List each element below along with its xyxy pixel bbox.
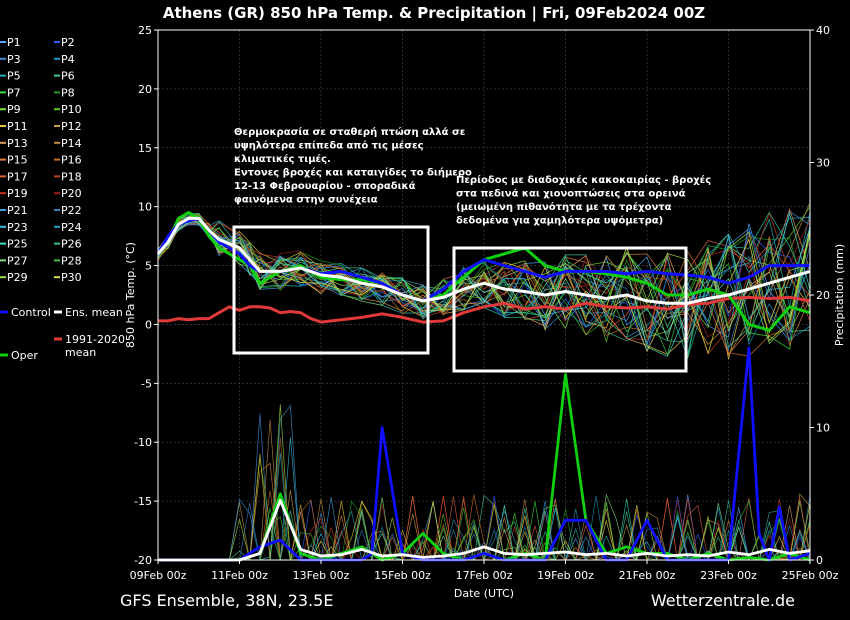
grid xyxy=(157,29,811,561)
legend-label: P28 xyxy=(61,254,82,267)
legend-label: P6 xyxy=(61,70,75,83)
legend-label: P19 xyxy=(7,187,28,200)
x-tick-label: 19Feb 00z xyxy=(537,569,594,582)
legend-label: P2 xyxy=(61,36,75,49)
x-axis-label: Date (UTC) xyxy=(454,587,514,600)
legend-label: P16 xyxy=(61,154,82,167)
annotation-line: φαινόμενα στην συνέχεια xyxy=(234,194,378,206)
legend-label: P18 xyxy=(61,170,82,183)
x-tick-label: 15Feb 00z xyxy=(374,569,431,582)
legend-label: P24 xyxy=(61,221,82,234)
legend-label: P17 xyxy=(7,170,28,183)
legend-label: P21 xyxy=(7,204,28,217)
legend-label: P20 xyxy=(61,187,82,200)
annotation-line: κλιματικές τιμές. xyxy=(234,153,331,165)
legend-label: P13 xyxy=(7,137,28,150)
series-line-oper xyxy=(156,211,811,332)
x-tick-label: 11Feb 00z xyxy=(211,569,268,582)
annotation-line: (μειωμένη πιθανότητα με τα τρέχοντα xyxy=(456,201,672,213)
y-tick-label: -10 xyxy=(134,436,152,449)
legend-label: P25 xyxy=(7,238,28,251)
y-right-tick-label: 30 xyxy=(816,157,830,170)
y-right-tick-label: 10 xyxy=(816,422,830,435)
legend-label: P30 xyxy=(61,271,82,284)
legend-label: P23 xyxy=(7,221,28,234)
series-line-ens-mean xyxy=(156,216,811,305)
footer-source: GFS Ensemble, 38N, 23.5E xyxy=(120,591,333,610)
legend-label: P10 xyxy=(61,103,82,116)
y-axis-label: 850 hPa Temp. (°C) xyxy=(124,242,137,348)
legend-label: P7 xyxy=(7,86,21,99)
x-tick-label: 17Feb 00z xyxy=(456,569,513,582)
x-tick-label: 13Feb 00z xyxy=(293,569,350,582)
legend-label: P3 xyxy=(7,53,21,66)
annotation-box-2 xyxy=(452,246,688,373)
y-tick-label: 0 xyxy=(145,318,152,331)
legend-label: P22 xyxy=(61,204,82,217)
x-tick-label: 25Feb 00z xyxy=(782,569,839,582)
series-line-control xyxy=(156,216,810,303)
main-series xyxy=(156,211,811,332)
member-line-P26 xyxy=(157,211,811,343)
member-line-P15 xyxy=(157,213,811,355)
y-tick-label: 15 xyxy=(138,142,152,155)
legend-label: P8 xyxy=(61,86,75,99)
legend-label: P9 xyxy=(7,103,21,116)
legend: P1 P2 P3 P4 P5 P6 P7 P8 P9 P10 P11 P12 P13 P14 P15 P16 P… xyxy=(0,36,125,362)
legend-label: P29 xyxy=(7,271,28,284)
y-tick-label: 20 xyxy=(138,83,152,96)
x-axis: 09Feb 00z 11Feb 00z 13Feb 00z 15Feb 00z 17Fe… xyxy=(130,560,839,582)
series-line-1991-2020-mean xyxy=(158,295,811,324)
legend-label: P4 xyxy=(61,53,75,66)
legend-label: P14 xyxy=(61,137,82,150)
annotation-text-2: Περίοδος με διαδοχικές κακοκαιρίας - βρο… xyxy=(456,174,711,227)
legend-label: P15 xyxy=(7,154,28,167)
member-line-P23 xyxy=(157,214,811,335)
y-tick-label: -15 xyxy=(134,495,152,508)
legend-label: P12 xyxy=(61,120,82,133)
annotation-line: δεδομένα για χαμηλότερα υψόμετρα) xyxy=(456,215,663,227)
legend-label: 1991-2020 xyxy=(65,333,125,346)
legend-label: Control xyxy=(11,306,51,319)
annotation-line: Περίοδος με διαδοχικές κακοκαιρίας - βρο… xyxy=(456,174,711,186)
x-tick-label: 23Feb 00z xyxy=(700,569,757,582)
y-axis-left: 25 20 15 10 5 0 -5 -10 -15 -20 xyxy=(134,24,158,567)
legend-label: P1 xyxy=(7,36,21,49)
y-tick-label: 10 xyxy=(138,201,152,214)
member-line-P24 xyxy=(157,216,811,354)
legend-label: P27 xyxy=(7,254,28,267)
annotation-text-1: Θερμοκρασία σε σταθερή πτώση αλλά σε υψηλ… xyxy=(234,126,472,206)
member-line-P7 xyxy=(157,212,811,358)
member-line-P30 xyxy=(157,216,811,355)
y-tick-label: 25 xyxy=(138,24,152,37)
annotation-line: υψηλότερα επίπεδα από τις μέσες xyxy=(234,140,424,152)
legend-label: P11 xyxy=(7,120,28,133)
y-axis-right: 40 30 20 10 0 xyxy=(810,24,830,567)
annotation-line: Εντονες βροχές και καταιγίδες το διήμερο xyxy=(234,167,472,179)
legend-label: Ens. mean xyxy=(65,306,123,319)
precip-line-ens-mean xyxy=(158,498,811,562)
annotation-box-1 xyxy=(232,225,430,355)
x-tick-label: 21Feb 00z xyxy=(619,569,676,582)
y-tick-label: 5 xyxy=(145,260,152,273)
y-axis-right-label: Precipitation (mm) xyxy=(833,244,846,346)
y-tick-label: -20 xyxy=(134,554,152,567)
legend-label: P26 xyxy=(61,238,82,251)
y-right-tick-label: 40 xyxy=(816,24,830,37)
y-right-tick-label: 20 xyxy=(816,289,830,302)
chart-title: Athens (GR) 850 hPa Temp. & Precipitatio… xyxy=(163,4,705,23)
x-tick-label: 09Feb 00z xyxy=(130,569,187,582)
legend-label: P5 xyxy=(7,70,21,83)
member-line-P14 xyxy=(157,202,811,357)
y-right-tick-label: 0 xyxy=(816,554,823,567)
annotation-line: 12-13 Φεβρουαρίου - σποραδικά xyxy=(234,180,416,192)
annotation-line: στα πεδινά και χιονοπτώσεις στα ορεινά xyxy=(456,188,686,200)
member-line-P20 xyxy=(157,218,811,338)
legend-label: Oper xyxy=(11,349,38,362)
y-tick-label: -5 xyxy=(141,377,152,390)
legend-label: mean xyxy=(65,346,96,359)
footer-site: Wetterzentrale.de xyxy=(651,591,795,610)
annotation-line: Θερμοκρασία σε σταθερή πτώση αλλά σε xyxy=(234,126,465,138)
